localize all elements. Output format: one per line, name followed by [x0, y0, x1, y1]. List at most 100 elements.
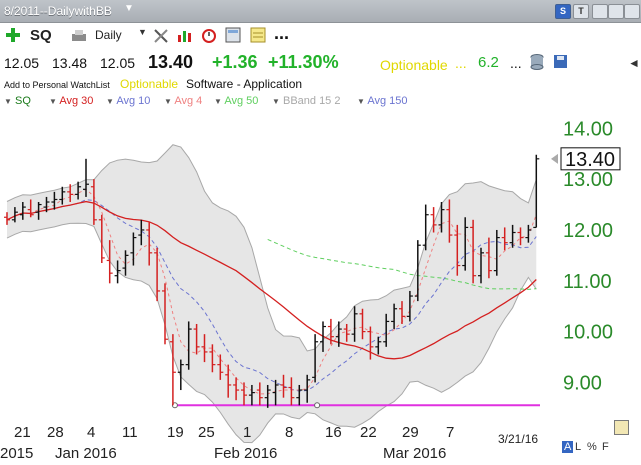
- price-bar: [201, 334, 208, 363]
- period-dropdown-icon[interactable]: ▼: [138, 27, 147, 37]
- price-bar: [320, 321, 326, 352]
- bollinger-band-layer: [6, 144, 537, 444]
- price-bar: [327, 318, 334, 345]
- price-bars-layer: [4, 154, 540, 408]
- last-price-label: 13.40: [565, 149, 615, 171]
- y-tick-label: 11.00: [563, 271, 612, 293]
- price-bar: [162, 283, 168, 345]
- price-bar: [241, 382, 247, 406]
- price-bar: [351, 306, 358, 342]
- x-month-label: Jan 2016: [55, 445, 117, 462]
- price-bar: [146, 222, 153, 266]
- add-symbol-icon[interactable]: [5, 27, 21, 43]
- optionable-more[interactable]: ...: [455, 55, 467, 71]
- chart-type-icon[interactable]: [177, 27, 195, 43]
- alarm-clock-icon[interactable]: [200, 26, 218, 44]
- price-bar: [225, 364, 232, 398]
- price-bar: [67, 184, 74, 203]
- add-watchlist-link[interactable]: Add to Personal WatchList: [4, 80, 110, 90]
- period-select[interactable]: Daily: [95, 28, 122, 42]
- x-day-label: 25: [198, 424, 215, 441]
- symbol-field[interactable]: SQ: [30, 27, 52, 44]
- indicator-legend: ▼ SQ ▼ Avg 30 ▼ Avg 10 ▼ Avg 4 ▼ Avg 50 …: [0, 93, 560, 111]
- fundamentals-button[interactable]: F: [602, 441, 609, 453]
- price-bar: [304, 374, 311, 403]
- x-day-label: 11: [122, 424, 138, 441]
- optionable-label: Optionable: [380, 57, 448, 73]
- price-bar: [233, 377, 240, 401]
- auto-scale-button[interactable]: A: [562, 441, 574, 453]
- price-bar: [35, 202, 42, 220]
- legend-sq[interactable]: ▼ SQ: [4, 95, 31, 107]
- log-scale-button[interactable]: L: [575, 441, 582, 453]
- price-bar: [288, 377, 295, 406]
- price-bar: [209, 344, 216, 373]
- x-axis: 21 28 4 11 19 25 1 8 16 22 29 7 2015 Jan 2016 Feb 2016…: [0, 424, 454, 462]
- title-dropdown-icon[interactable]: ▼: [124, 3, 134, 14]
- metric-more[interactable]: ...: [510, 55, 522, 71]
- percent-scale-button[interactable]: %: [587, 441, 597, 453]
- price-bar: [406, 290, 413, 322]
- more-tools-button[interactable]: ...: [274, 23, 290, 43]
- x-month-label: 2015: [0, 445, 33, 462]
- symbol-link-button[interactable]: S: [555, 4, 571, 19]
- y-tick-label: 12.00: [563, 220, 613, 242]
- price-bar: [430, 207, 437, 233]
- print-icon[interactable]: [70, 29, 88, 43]
- price-bar: [517, 227, 524, 246]
- price-bar: [90, 179, 97, 225]
- panel-toggle-icon[interactable]: ◄►: [628, 56, 641, 70]
- price-bar: [399, 301, 405, 324]
- x-day-label: 16: [325, 424, 342, 441]
- minimize-button[interactable]: [592, 4, 608, 19]
- bollinger-band-fill: [7, 144, 537, 443]
- high-value: 13.48: [52, 55, 88, 71]
- price-bar: [446, 199, 453, 243]
- legend-avg4[interactable]: ▼ Avg 4: [164, 95, 203, 107]
- notes-icon[interactable]: [250, 27, 266, 43]
- support-line-layer: [171, 402, 540, 409]
- price-bar: [485, 237, 492, 279]
- save-icon[interactable]: [553, 54, 568, 69]
- legend-bband[interactable]: ▼ BBand 15 2: [272, 95, 341, 107]
- avg4-line: [6, 188, 537, 395]
- calculator-icon[interactable]: [225, 27, 241, 43]
- price-bar: [414, 240, 421, 302]
- x-month-label: Mar 2016: [383, 445, 446, 462]
- edit-pencil-icon[interactable]: [614, 420, 629, 435]
- legend-avg30[interactable]: ▼ Avg 30: [49, 95, 94, 107]
- close-button[interactable]: [624, 4, 640, 19]
- legend-avg10[interactable]: ▼ Avg 10: [106, 95, 151, 107]
- price-bar: [122, 250, 129, 276]
- price-bar: [256, 382, 263, 406]
- price-bar: [248, 384, 255, 406]
- tools-icon[interactable]: [152, 27, 170, 45]
- open-value: 12.05: [4, 55, 40, 71]
- price-bar: [478, 247, 484, 284]
- price-bar: [367, 326, 374, 360]
- restore-button[interactable]: [608, 4, 624, 19]
- price-bar: [264, 384, 271, 408]
- price-bar: [422, 204, 429, 251]
- legend-avg50[interactable]: ▼ Avg 50: [214, 95, 259, 107]
- price-bar: [51, 191, 58, 210]
- metric-value: 6.2: [478, 54, 499, 71]
- last-price-arrow: [551, 153, 558, 164]
- x-day-label: 22: [360, 424, 377, 441]
- price-bar: [169, 334, 176, 406]
- price-bar: [83, 158, 89, 197]
- y-tick-label: 13.00: [563, 169, 613, 191]
- price-bar: [493, 229, 500, 276]
- price-bar: [106, 240, 113, 284]
- price-bar: [193, 323, 200, 355]
- price-bar: [272, 379, 279, 406]
- price-bar: [501, 227, 508, 251]
- x-day-label: 1: [243, 424, 251, 441]
- price-bar: [454, 224, 461, 276]
- legend-avg150[interactable]: ▼ Avg 150: [357, 95, 408, 107]
- database-icon[interactable]: [530, 54, 544, 70]
- price-bar: [138, 219, 145, 246]
- template-button[interactable]: T: [573, 4, 589, 19]
- price-bar: [359, 308, 366, 340]
